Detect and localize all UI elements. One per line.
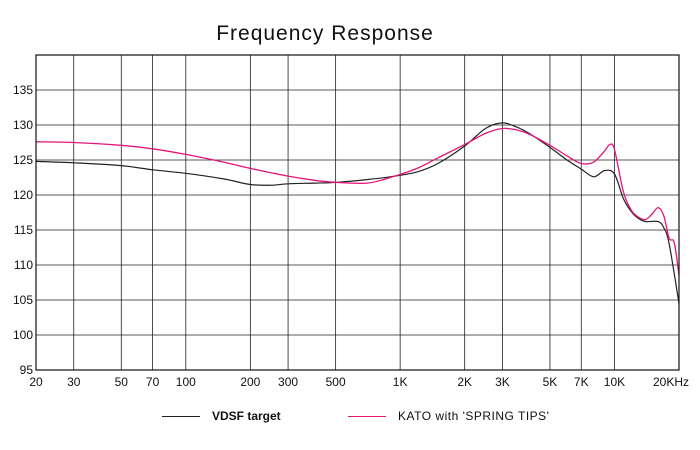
x-tick-label-3k: 3K [495,375,510,389]
x-tick-label-30: 30 [67,375,81,389]
x-tick-label-300: 300 [278,375,298,389]
x-tick-label-5k: 5K [543,375,558,389]
y-tick-label-100: 100 [13,328,33,342]
y-tick-label-115: 115 [14,223,33,237]
x-tick-label-2k: 2K [457,375,472,389]
y-tick-label-105: 105 [13,293,33,307]
x-tick-label-50: 50 [115,375,129,389]
legend-swatch-kato-spring-tips [348,415,386,417]
grid [36,55,679,370]
x-tick-label-100: 100 [176,375,196,389]
legend-label-kato-spring-tips: KATO with 'SPRING TIPS' [398,409,550,423]
series-line-vdsf-target [35,122,680,304]
y-tick-label-120: 120 [13,188,33,202]
chart-title: Frequency Response [216,22,434,45]
legend-label-vdsf-target: VDSF target [212,409,281,423]
frequency-response-chart: 20 30 50 70 100 200 300 500 1K 2K 3K 5K 7K 10K 20KHz 95… [13,54,689,389]
legend-item-vdsf-target: VDSF target [162,409,281,423]
tick-labels: 20 30 50 70 100 200 300 500 1K 2K 3K 5K 7K 10K 20KHz 95… [13,83,689,389]
x-tick-label-500: 500 [326,375,346,389]
x-tick-label-7k: 7K [574,375,589,389]
y-tick-label-135: 135 [13,83,33,97]
x-tick-label-1k: 1K [393,375,408,389]
x-tick-label-10k: 10K [604,375,625,389]
series-line-kato-with-spring-tips [35,127,680,276]
y-tick-label-125: 125 [13,153,33,167]
plot-frame [35,54,680,371]
x-tick-label-70: 70 [146,375,160,389]
y-tick-label-110: 110 [14,258,33,272]
y-tick-label-130: 130 [13,118,33,132]
x-tick-label-20khz: 20KHz [653,375,689,389]
x-tick-label-200: 200 [240,375,260,389]
legend-swatch-vdsf-target [162,415,200,417]
y-tick-label-95: 95 [20,363,34,377]
series-lines [35,122,680,304]
legend-item-kato-spring-tips: KATO with 'SPRING TIPS' [348,409,549,423]
x-tick-label-20: 20 [29,375,43,389]
